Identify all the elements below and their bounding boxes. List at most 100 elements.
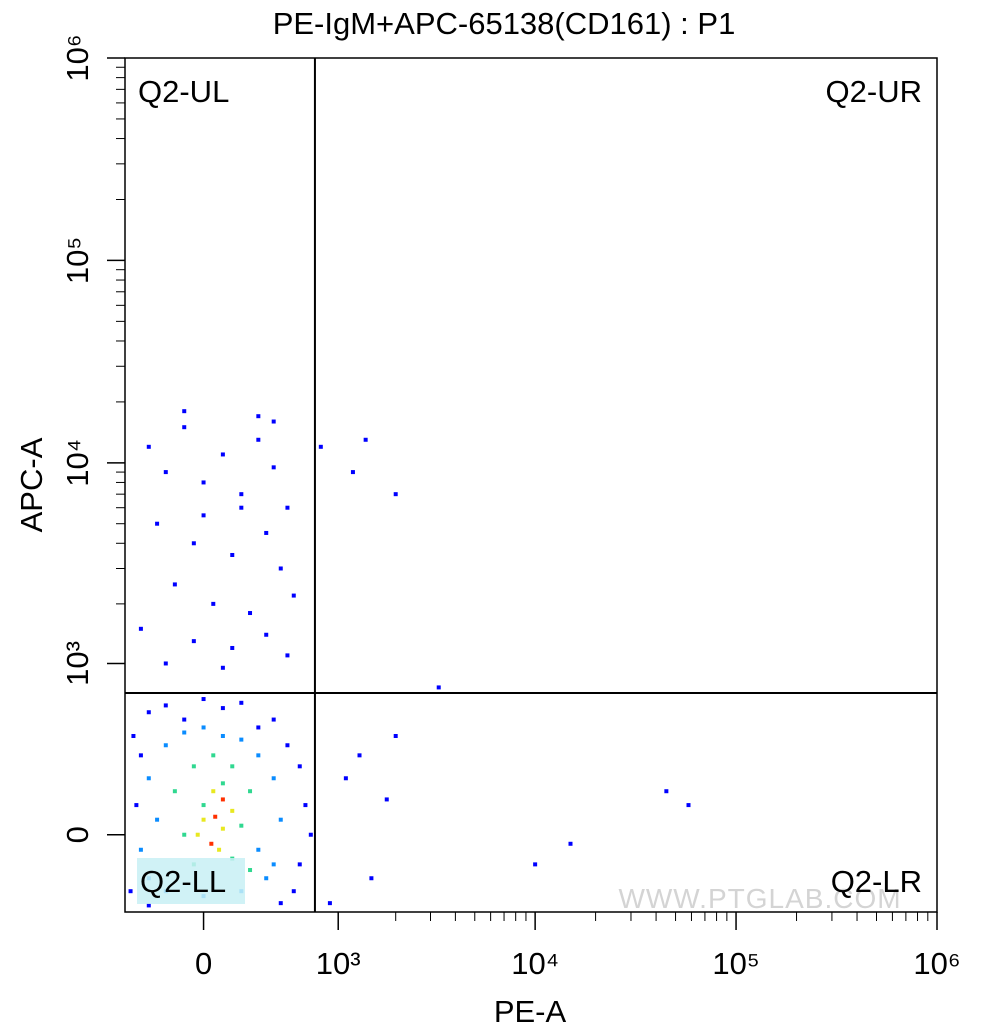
event-point: [163, 743, 168, 748]
event-point: [146, 903, 151, 908]
event-point: [393, 492, 398, 497]
event-point: [285, 505, 290, 510]
y-axis-label: APC-A: [14, 437, 49, 532]
label-background: [137, 858, 245, 904]
event-point: [163, 703, 168, 708]
event-point: [664, 789, 669, 794]
event-point: [271, 717, 276, 722]
event-point: [191, 764, 196, 769]
event-point: [363, 437, 368, 442]
event-point: [285, 743, 290, 748]
event-point: [568, 841, 573, 846]
event-point: [211, 601, 216, 606]
x-tick-label: 10⁶: [913, 946, 960, 981]
event-point: [138, 847, 143, 852]
event-point: [256, 414, 261, 419]
event-point: [201, 697, 206, 702]
event-point: [343, 776, 348, 781]
event-point: [248, 611, 253, 616]
event-point: [191, 541, 196, 546]
event-point: [278, 901, 283, 906]
y-tick-label: 10⁴: [60, 439, 95, 487]
chart-title: PE-IgM+APC-65138(CD161) : P1: [273, 6, 736, 41]
quadrant-label: Q2-UR: [826, 74, 922, 109]
x-axis-label: PE-A: [494, 994, 567, 1029]
event-point: [327, 901, 332, 906]
event-point: [155, 521, 160, 526]
quadrant-label: Q2-LR: [831, 864, 922, 899]
event-point: [195, 832, 200, 837]
event-point: [248, 868, 253, 873]
event-point: [369, 876, 374, 881]
event-point: [533, 862, 538, 867]
event-point: [230, 808, 235, 813]
event-point: [155, 817, 160, 822]
event-point: [291, 889, 296, 894]
event-point: [182, 832, 187, 837]
event-point: [146, 710, 151, 715]
x-tick-label: 10⁴: [511, 946, 559, 981]
plot-frame: [124, 57, 938, 913]
event-point: [297, 764, 302, 769]
event-point: [201, 817, 206, 822]
event-point: [278, 566, 283, 571]
event-point: [213, 814, 218, 819]
event-point: [220, 452, 225, 457]
event-point: [138, 626, 143, 631]
y-tick-label: 10⁶: [60, 34, 95, 81]
event-point: [271, 465, 276, 470]
event-point: [393, 733, 398, 738]
event-point: [220, 781, 225, 786]
event-point: [248, 789, 253, 794]
y-tick-label: 10⁵: [60, 237, 95, 284]
event-point: [271, 862, 276, 867]
event-point: [264, 530, 269, 535]
event-point: [230, 764, 235, 769]
event-point: [239, 505, 244, 510]
event-point: [271, 776, 276, 781]
event-point: [220, 797, 225, 802]
quadrant-label: Q2-LL: [140, 864, 226, 899]
event-point: [271, 419, 276, 424]
y-tick-label: 10³: [60, 641, 95, 686]
x-tick-label: 10³: [316, 946, 361, 981]
event-point: [285, 653, 290, 658]
event-point: [217, 847, 222, 852]
event-point: [134, 803, 139, 808]
event-point: [303, 803, 308, 808]
event-point: [146, 776, 151, 781]
event-point: [220, 665, 225, 670]
x-tick-label: 10⁵: [712, 946, 759, 981]
event-point: [211, 753, 216, 758]
event-point: [191, 639, 196, 644]
event-point: [220, 706, 225, 711]
event-point: [138, 753, 143, 758]
event-point: [297, 862, 302, 867]
event-point: [384, 797, 389, 802]
event-point: [201, 725, 206, 730]
event-point: [163, 470, 168, 475]
event-point: [308, 832, 313, 837]
event-point: [172, 789, 177, 794]
event-point: [182, 409, 187, 414]
event-point: [230, 552, 235, 557]
event-point: [182, 717, 187, 722]
event-point: [278, 817, 283, 822]
event-point: [239, 700, 244, 705]
event-point: [256, 437, 261, 442]
event-point: [201, 803, 206, 808]
event-point: [256, 753, 261, 758]
event-point: [239, 737, 244, 742]
event-point: [146, 444, 151, 449]
event-point: [182, 425, 187, 430]
event-point: [256, 725, 261, 730]
event-point: [686, 803, 691, 808]
event-point: [182, 730, 187, 735]
event-point: [264, 876, 269, 881]
event-point: [239, 823, 244, 828]
event-point: [350, 470, 355, 475]
event-point: [436, 685, 441, 690]
event-point: [230, 645, 235, 650]
event-point: [128, 889, 133, 894]
